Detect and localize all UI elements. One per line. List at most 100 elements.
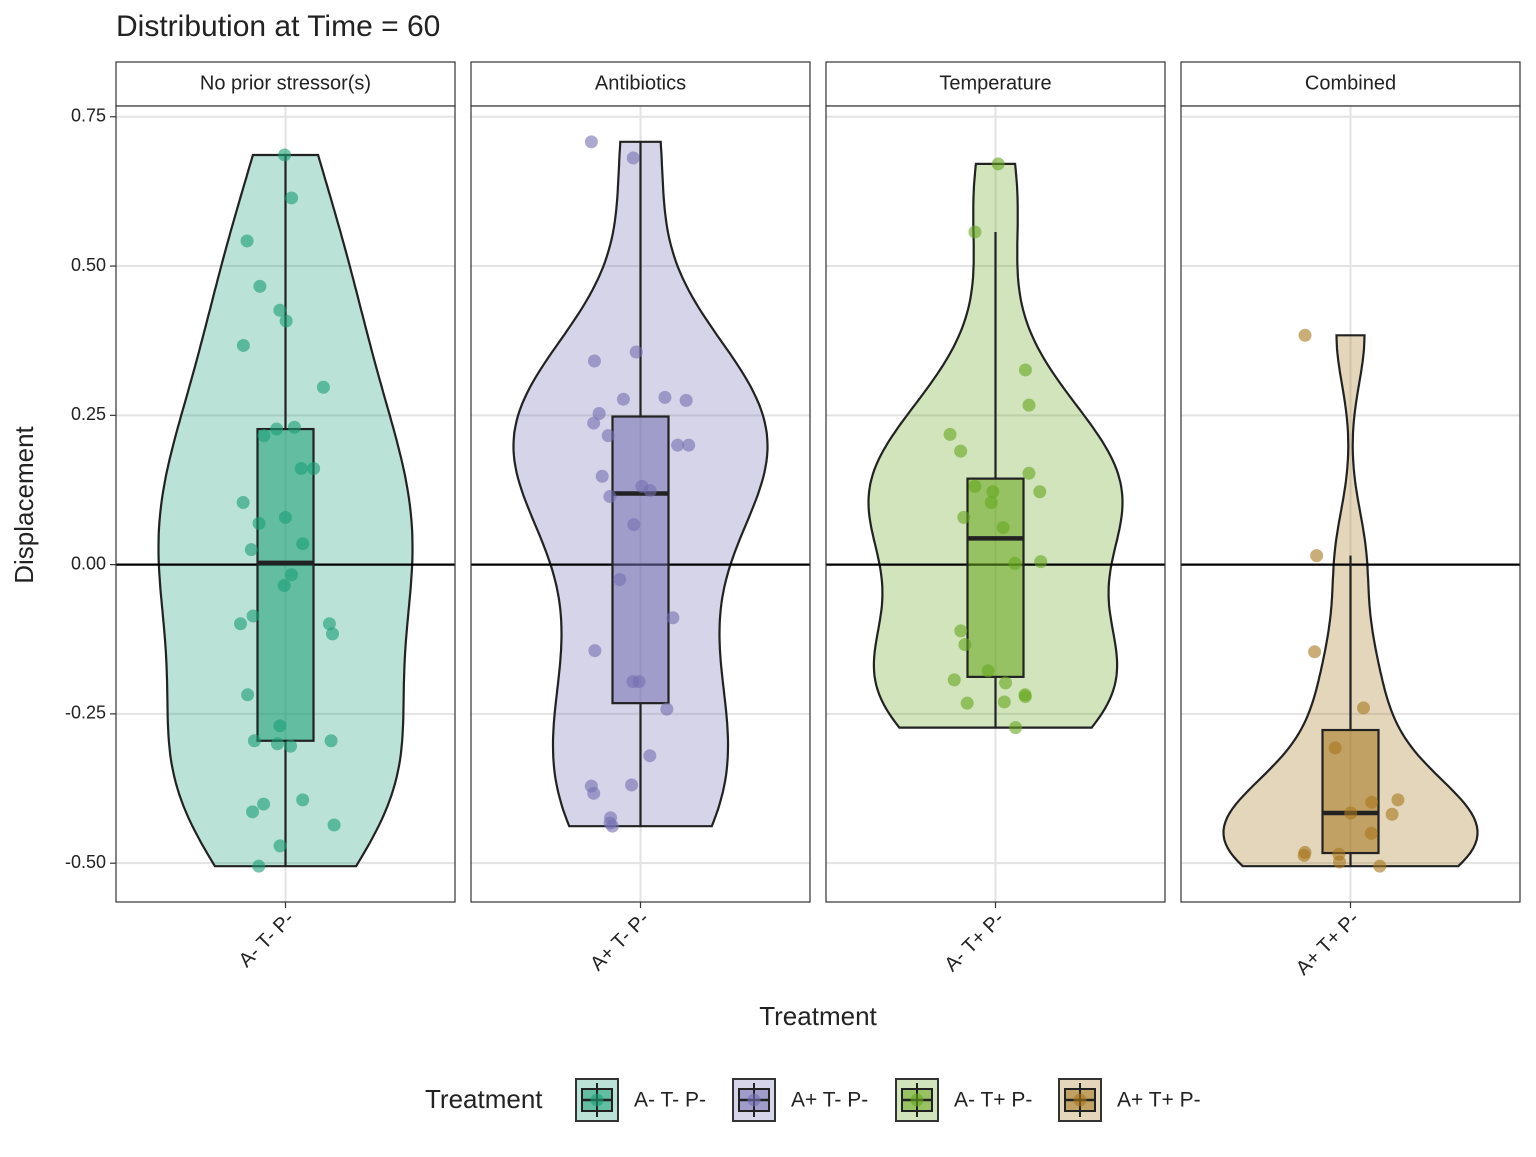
legend-label: A- T- P- xyxy=(634,1089,706,1112)
data-point xyxy=(273,719,287,733)
data-point xyxy=(671,438,685,452)
y-tick-label: 0.25 xyxy=(71,404,106,424)
data-point xyxy=(1018,690,1032,704)
data-point xyxy=(278,510,292,524)
data-point xyxy=(257,797,271,811)
box xyxy=(966,477,1025,678)
chart-title: Distribution at Time = 60 xyxy=(116,10,440,43)
data-point xyxy=(1364,826,1378,840)
data-point xyxy=(954,444,968,458)
data-point xyxy=(997,695,1011,709)
data-point xyxy=(587,786,601,800)
data-point xyxy=(285,568,299,582)
y-tick-label: -0.50 xyxy=(65,852,106,872)
legend-key-point xyxy=(1073,1093,1087,1107)
data-point xyxy=(270,422,284,436)
data-point xyxy=(1033,485,1047,499)
y-tick-label: 0.50 xyxy=(71,255,106,275)
data-point xyxy=(296,793,310,807)
data-point xyxy=(1328,741,1342,755)
data-point xyxy=(999,676,1013,690)
data-point xyxy=(1298,328,1312,342)
data-point xyxy=(1373,859,1387,873)
strip-label: Temperature xyxy=(939,72,1051,94)
data-point xyxy=(287,420,301,434)
strip xyxy=(115,61,456,107)
data-point xyxy=(327,818,341,832)
facet-panel: Combined xyxy=(1180,61,1521,903)
data-point xyxy=(957,510,971,524)
data-point xyxy=(1022,466,1036,480)
data-point xyxy=(682,438,696,452)
data-point xyxy=(658,390,672,404)
data-point xyxy=(996,521,1010,535)
data-point xyxy=(257,429,271,443)
data-point xyxy=(285,191,299,205)
data-point xyxy=(1391,793,1405,807)
data-point xyxy=(236,496,250,510)
data-point xyxy=(1022,398,1036,412)
data-point xyxy=(958,638,972,652)
data-point xyxy=(626,675,640,689)
data-point xyxy=(587,416,601,430)
legend-key-point xyxy=(910,1093,924,1107)
data-point xyxy=(273,303,287,317)
data-point xyxy=(595,469,609,483)
data-point xyxy=(625,778,639,792)
data-point xyxy=(1310,549,1324,563)
data-point xyxy=(294,461,308,475)
strip xyxy=(1180,61,1521,107)
data-point xyxy=(1344,806,1358,820)
data-point xyxy=(324,734,338,748)
data-point xyxy=(1365,795,1379,809)
legend-key-point xyxy=(747,1093,761,1107)
data-point xyxy=(947,673,961,687)
data-point xyxy=(273,839,287,853)
data-point xyxy=(666,611,680,625)
data-point xyxy=(986,485,1000,499)
y-tick-label: -0.25 xyxy=(65,703,106,723)
data-point xyxy=(1356,701,1370,715)
data-point xyxy=(592,407,606,421)
strip xyxy=(470,61,811,107)
legend-key-point xyxy=(590,1093,604,1107)
data-point xyxy=(278,148,292,162)
data-point xyxy=(279,314,293,328)
legend-label: A+ T- P- xyxy=(791,1089,868,1112)
data-point xyxy=(1008,556,1022,570)
data-point xyxy=(1297,848,1311,862)
data-point xyxy=(626,151,640,165)
data-point xyxy=(601,429,615,443)
data-point xyxy=(991,157,1005,171)
data-point xyxy=(1308,645,1322,659)
data-point xyxy=(984,496,998,510)
data-point xyxy=(284,739,298,753)
data-point xyxy=(244,543,258,557)
data-point xyxy=(316,380,330,394)
data-point xyxy=(240,234,254,248)
y-tick-label: 0.75 xyxy=(71,105,106,125)
strip xyxy=(825,61,1166,107)
data-point xyxy=(247,734,261,748)
facet-panel: Temperature xyxy=(825,61,1166,903)
data-point xyxy=(1018,363,1032,377)
data-point xyxy=(616,392,630,406)
data-point xyxy=(270,737,284,751)
data-point xyxy=(605,819,619,833)
data-point xyxy=(246,805,260,819)
data-point xyxy=(584,135,598,149)
data-point xyxy=(252,859,266,873)
legend-title: Treatment xyxy=(425,1084,543,1114)
data-point xyxy=(241,688,255,702)
data-point xyxy=(1385,807,1399,821)
data-point xyxy=(296,537,310,551)
data-point xyxy=(325,627,339,641)
data-point xyxy=(588,644,602,658)
data-point xyxy=(252,516,266,530)
data-point xyxy=(943,427,957,441)
data-point xyxy=(253,279,267,293)
facet-panel: No prior stressor(s) xyxy=(115,61,456,903)
data-point xyxy=(236,338,250,352)
data-point xyxy=(587,354,601,368)
